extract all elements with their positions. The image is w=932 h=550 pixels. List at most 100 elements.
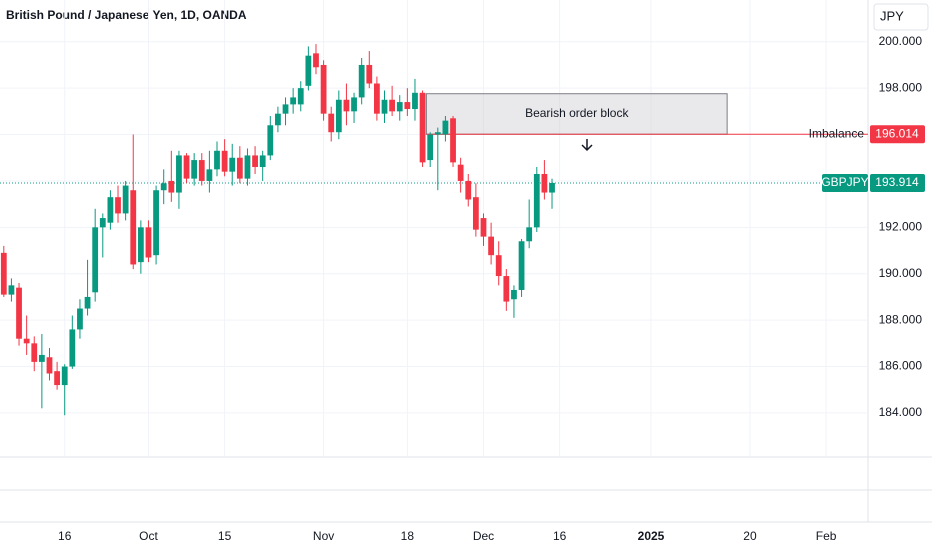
x-tick-label: 15 <box>218 529 232 543</box>
x-tick-label: 2025 <box>638 529 665 543</box>
candle-body <box>275 113 281 126</box>
symbol-tag <box>822 173 868 192</box>
candle-body <box>107 197 114 223</box>
price-tag-label: 196.014 <box>875 126 919 140</box>
candle-body <box>198 160 205 181</box>
x-tick-label: 18 <box>401 529 415 543</box>
arrow-icon <box>581 139 593 152</box>
candle-body <box>434 132 441 135</box>
candle-body <box>305 55 312 86</box>
candle-body <box>343 99 350 112</box>
candle-body <box>488 236 494 256</box>
candle-body <box>366 64 373 84</box>
candle-body <box>541 173 548 193</box>
price-tag-label: 193.914 <box>875 175 919 189</box>
candle-body <box>549 182 555 193</box>
candle-body <box>450 118 456 163</box>
candle-body <box>23 338 30 344</box>
currency[interactable]: JPY <box>880 8 904 23</box>
candle-body <box>442 120 449 135</box>
candle-body <box>99 218 106 228</box>
y-tick-label: 184.000 <box>879 405 923 419</box>
candle-body <box>480 218 487 237</box>
candle-body <box>381 99 388 114</box>
candle-body <box>115 197 121 214</box>
price-tag <box>870 125 925 144</box>
y-tick-label: 192.000 <box>879 220 923 234</box>
x-tick-label: 16 <box>553 529 567 543</box>
candle-body <box>335 99 342 133</box>
candle-body <box>533 173 540 228</box>
candle-body <box>351 97 357 112</box>
candle-body <box>465 180 472 200</box>
candle-body <box>320 64 327 114</box>
candle-body <box>122 185 129 214</box>
candle-body <box>282 104 289 114</box>
candle-body <box>511 289 517 300</box>
candle-body <box>328 113 335 133</box>
chart-title: British Pound / Japanese Yen, 1D, OANDA <box>6 8 247 22</box>
candle-body <box>236 157 243 179</box>
candle-body <box>229 157 236 172</box>
y-tick-label: 200.000 <box>879 34 923 48</box>
candle-body <box>495 255 502 277</box>
candle-body <box>31 343 38 362</box>
candle-body <box>0 252 7 295</box>
candle-body <box>160 183 167 191</box>
y-tick-label: 186.000 <box>879 359 923 373</box>
x-tick-label: Dec <box>473 529 494 543</box>
candle-body <box>396 102 403 112</box>
candle-body <box>457 164 464 181</box>
symbol-tag-label: GBPJPY <box>821 175 868 189</box>
candle-body <box>214 150 220 170</box>
candle-body <box>472 197 479 230</box>
candle-body <box>503 276 510 302</box>
candle-body <box>46 357 53 374</box>
candle-body <box>290 97 297 105</box>
candle-body <box>252 155 258 168</box>
imbalance-label: Imbalance <box>809 126 865 140</box>
candle-body <box>518 241 525 290</box>
price-tag <box>870 173 925 192</box>
order-block-label: Bearish order block <box>525 106 629 120</box>
candle-body <box>130 190 137 265</box>
candle-body <box>61 366 68 386</box>
candle-body <box>267 125 274 156</box>
candle-body <box>244 155 251 179</box>
candle-body <box>183 155 190 179</box>
candle-body <box>84 296 91 309</box>
candle-body <box>16 287 22 339</box>
candle-body <box>92 227 99 293</box>
y-tick-label: 198.000 <box>879 80 923 94</box>
candle-body <box>69 329 76 367</box>
x-tick-label: Oct <box>139 529 158 543</box>
candle-body <box>145 227 152 258</box>
candle-body <box>389 99 396 112</box>
candle-body <box>259 155 266 168</box>
candle-body <box>374 83 380 114</box>
candle-body <box>297 88 304 105</box>
candle-body <box>313 53 319 68</box>
candle-body <box>206 169 213 181</box>
candle-body <box>176 155 182 193</box>
candle-body <box>526 227 533 242</box>
candle-body <box>137 227 144 263</box>
currency-button[interactable] <box>873 3 929 31</box>
candle-body <box>404 102 411 110</box>
candle-body <box>221 150 228 172</box>
x-tick-label: Feb <box>816 529 837 543</box>
candle-body <box>153 190 159 256</box>
candle-body <box>419 92 426 163</box>
candle-body <box>77 308 83 330</box>
candle-body <box>412 92 418 110</box>
candle-body <box>8 285 15 295</box>
candle-body <box>54 371 60 386</box>
candle-body <box>358 64 365 98</box>
candle-body <box>168 180 175 193</box>
candle-body <box>38 354 45 362</box>
y-tick-label: 190.000 <box>879 266 923 280</box>
candle-body <box>427 134 434 161</box>
y-tick-label: 188.000 <box>879 312 923 326</box>
